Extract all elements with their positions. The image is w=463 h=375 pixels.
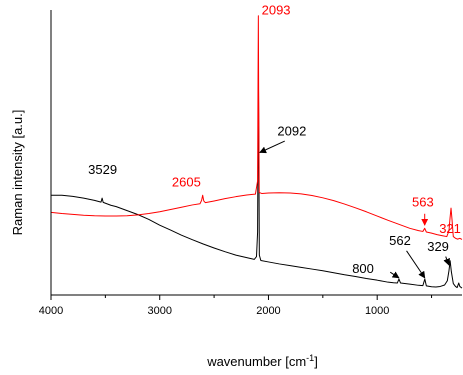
peak-label-321: 321 bbox=[439, 221, 461, 236]
x-tick-label: 1000 bbox=[365, 305, 389, 317]
x-tick-label: 2000 bbox=[256, 305, 280, 317]
x-axis-title: wavenumber [cm-1] bbox=[206, 353, 318, 369]
x-axis-title-main: wavenumber [cm bbox=[206, 354, 306, 369]
peak-label-562: 562 bbox=[389, 233, 411, 248]
peak-label-329: 329 bbox=[427, 239, 449, 254]
peak-label-800: 800 bbox=[352, 261, 374, 276]
peak-arrow-800 bbox=[389, 271, 400, 279]
peak-label-563: 563 bbox=[412, 195, 434, 210]
y-axis-title: Raman intensity [a.u.] bbox=[10, 110, 25, 236]
x-tick-label: 4000 bbox=[39, 305, 63, 317]
peak-label-2092: 2092 bbox=[277, 123, 306, 138]
x-tick-label: 3000 bbox=[147, 305, 171, 317]
spectrum-line-red bbox=[50, 15, 463, 240]
peak-arrow-329 bbox=[443, 256, 450, 266]
peak-label-3529: 3529 bbox=[88, 162, 117, 177]
x-ticks: 4000 3000 2000 1000 bbox=[39, 295, 433, 317]
x-axis-title-superscript: -1 bbox=[306, 353, 314, 363]
peak-arrow-562 bbox=[406, 250, 426, 279]
peak-label-2605: 2605 bbox=[172, 175, 201, 190]
x-axis-title-tail: ] bbox=[314, 354, 318, 369]
peak-arrow-2092 bbox=[259, 140, 285, 154]
plot-area bbox=[50, 15, 463, 289]
spectrum-line-black bbox=[51, 80, 463, 289]
peak-annotations: 3529 2605 2093 2092 563 321 562 329 800 bbox=[88, 2, 461, 279]
peak-label-2093: 2093 bbox=[262, 2, 291, 17]
